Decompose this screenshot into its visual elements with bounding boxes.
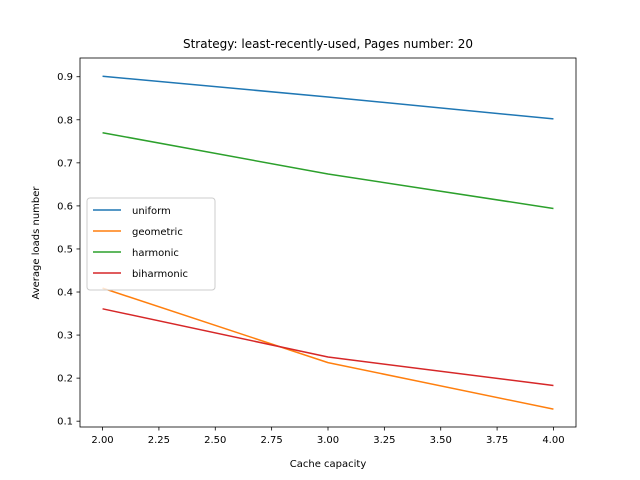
series-line-biharmonic <box>102 308 554 387</box>
legend: uniform geometric harmonic biharmonic <box>86 197 216 291</box>
series-line-harmonic <box>102 131 554 210</box>
x-tick-label: 2.75 <box>261 435 283 446</box>
x-tick-label: 3.50 <box>430 435 452 446</box>
chart-title: Strategy: least-recently-used, Pages num… <box>183 37 473 51</box>
x-axis-label: Cache capacity <box>290 459 367 470</box>
legend-label-harmonic: harmonic <box>132 248 179 259</box>
y-tick-label: 0.8 <box>57 115 73 126</box>
plot-area: 2.00 2.25 2.50 2.75 3.00 3.25 3.50 3.75 4.00 0.1 0… <box>57 57 577 446</box>
x-tick-label: 4.00 <box>542 435 564 446</box>
y-tick-label: 0.4 <box>57 288 73 299</box>
y-tick-label: 0.3 <box>57 331 73 342</box>
legend-label-geometric: geometric <box>132 227 183 238</box>
legend-box <box>86 197 216 291</box>
x-tick-label: 3.00 <box>317 435 339 446</box>
x-tick-label: 3.75 <box>486 435 508 446</box>
y-axis-label: Average loads number <box>31 186 42 300</box>
legend-label-biharmonic: biharmonic <box>132 269 188 280</box>
y-tick-label: 0.9 <box>57 72 73 83</box>
y-tick-label: 0.1 <box>57 417 73 428</box>
y-tick-label: 0.5 <box>57 244 73 255</box>
x-tick-label: 2.50 <box>204 435 226 446</box>
series-line-geometric <box>102 287 554 410</box>
x-tick-label: 3.25 <box>373 435 395 446</box>
y-tick-label: 0.7 <box>57 158 73 169</box>
series-line-uniform <box>102 75 554 120</box>
x-tick-label: 2.25 <box>148 435 170 446</box>
legend-label-uniform: uniform <box>132 206 171 217</box>
y-tick-label: 0.2 <box>57 374 73 385</box>
x-tick-label: 2.00 <box>91 435 113 446</box>
y-tick-label: 0.6 <box>57 201 73 212</box>
